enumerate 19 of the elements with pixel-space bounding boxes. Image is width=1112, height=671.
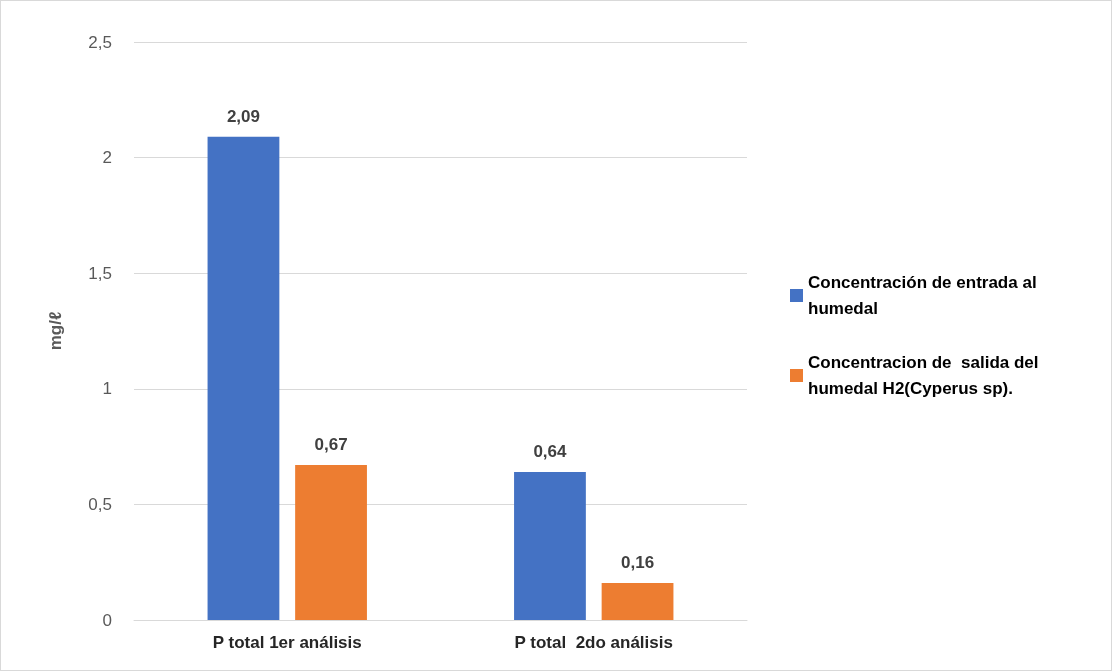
y-tick-label: 2,5 [88, 32, 112, 52]
bar [514, 472, 586, 620]
y-tick-label: 2 [102, 148, 112, 168]
y-tick-label: 0,5 [88, 494, 112, 514]
x-tick-label: P total 2do análisis [514, 633, 673, 652]
y-tick-label: 1 [102, 379, 112, 399]
legend-label: Concentración de entrada al humedal [808, 273, 1042, 318]
data-label: 0,67 [314, 435, 348, 455]
legend-label: Concentracion de salida del humedal H2(Cyperus sp). [808, 353, 1044, 398]
bar [207, 136, 280, 620]
bar [295, 465, 367, 620]
y-axis-title: mg/ℓ [46, 311, 65, 351]
bar [601, 583, 674, 620]
data-label: 2,09 [226, 106, 260, 126]
data-label: 0,16 [621, 553, 655, 573]
y-tick-label: 0 [102, 610, 112, 630]
y-tick-label: 1,5 [88, 263, 112, 283]
x-tick-label: P total 1er análisis [212, 633, 362, 652]
data-label: 0,64 [533, 442, 568, 462]
